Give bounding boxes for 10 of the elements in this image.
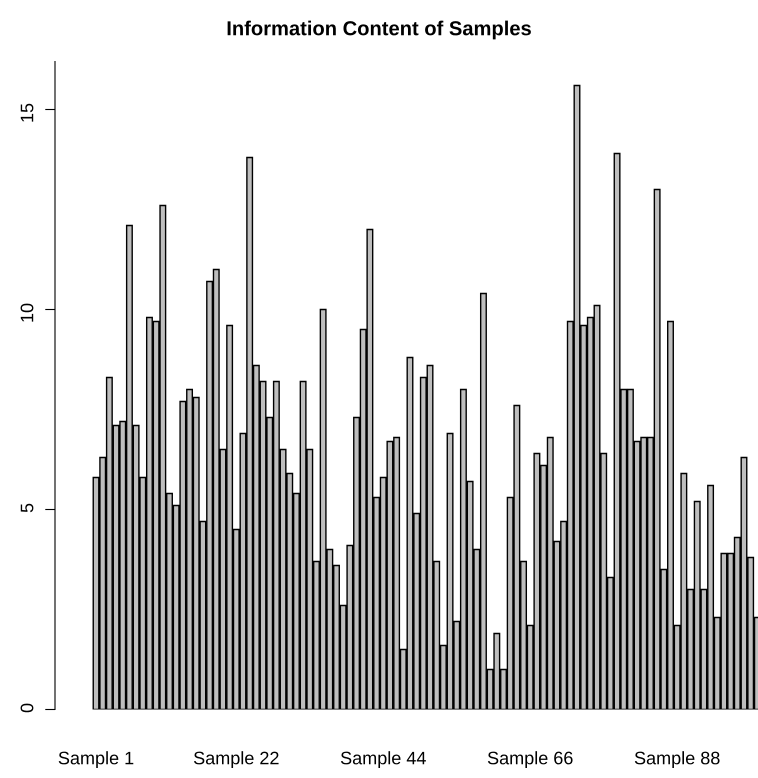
x-tick-label: Sample 44	[340, 751, 426, 768]
x-tick-label: Sample 1	[58, 751, 134, 768]
x-tick-label: Sample 66	[488, 751, 573, 768]
y-tick-label: 0	[20, 704, 34, 712]
x-tick-label: Sample 22	[194, 751, 279, 768]
y-tick-label: 15	[20, 104, 34, 122]
chart-title: Information Content of Samples	[228, 20, 531, 40]
x-tick-label: Sample 88	[634, 751, 720, 768]
y-tick-label: 5	[20, 504, 34, 512]
y-tick-label: 10	[20, 304, 34, 322]
